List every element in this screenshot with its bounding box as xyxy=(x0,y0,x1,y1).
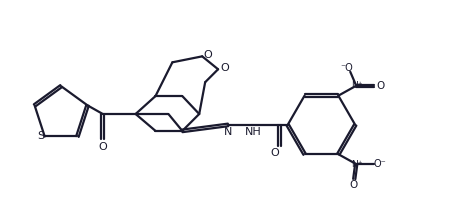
Text: O: O xyxy=(349,180,357,190)
Text: O: O xyxy=(221,63,229,73)
Text: N⁺: N⁺ xyxy=(351,160,363,169)
Text: N: N xyxy=(224,127,232,137)
Text: O: O xyxy=(98,142,107,152)
Text: N⁺: N⁺ xyxy=(351,81,363,90)
Text: O: O xyxy=(270,148,279,158)
Text: O: O xyxy=(204,50,212,60)
Text: O: O xyxy=(376,81,384,91)
Text: ⁻O: ⁻O xyxy=(340,63,353,73)
Text: NH: NH xyxy=(245,127,261,137)
Text: O⁻: O⁻ xyxy=(374,159,386,169)
Text: S: S xyxy=(38,131,45,142)
